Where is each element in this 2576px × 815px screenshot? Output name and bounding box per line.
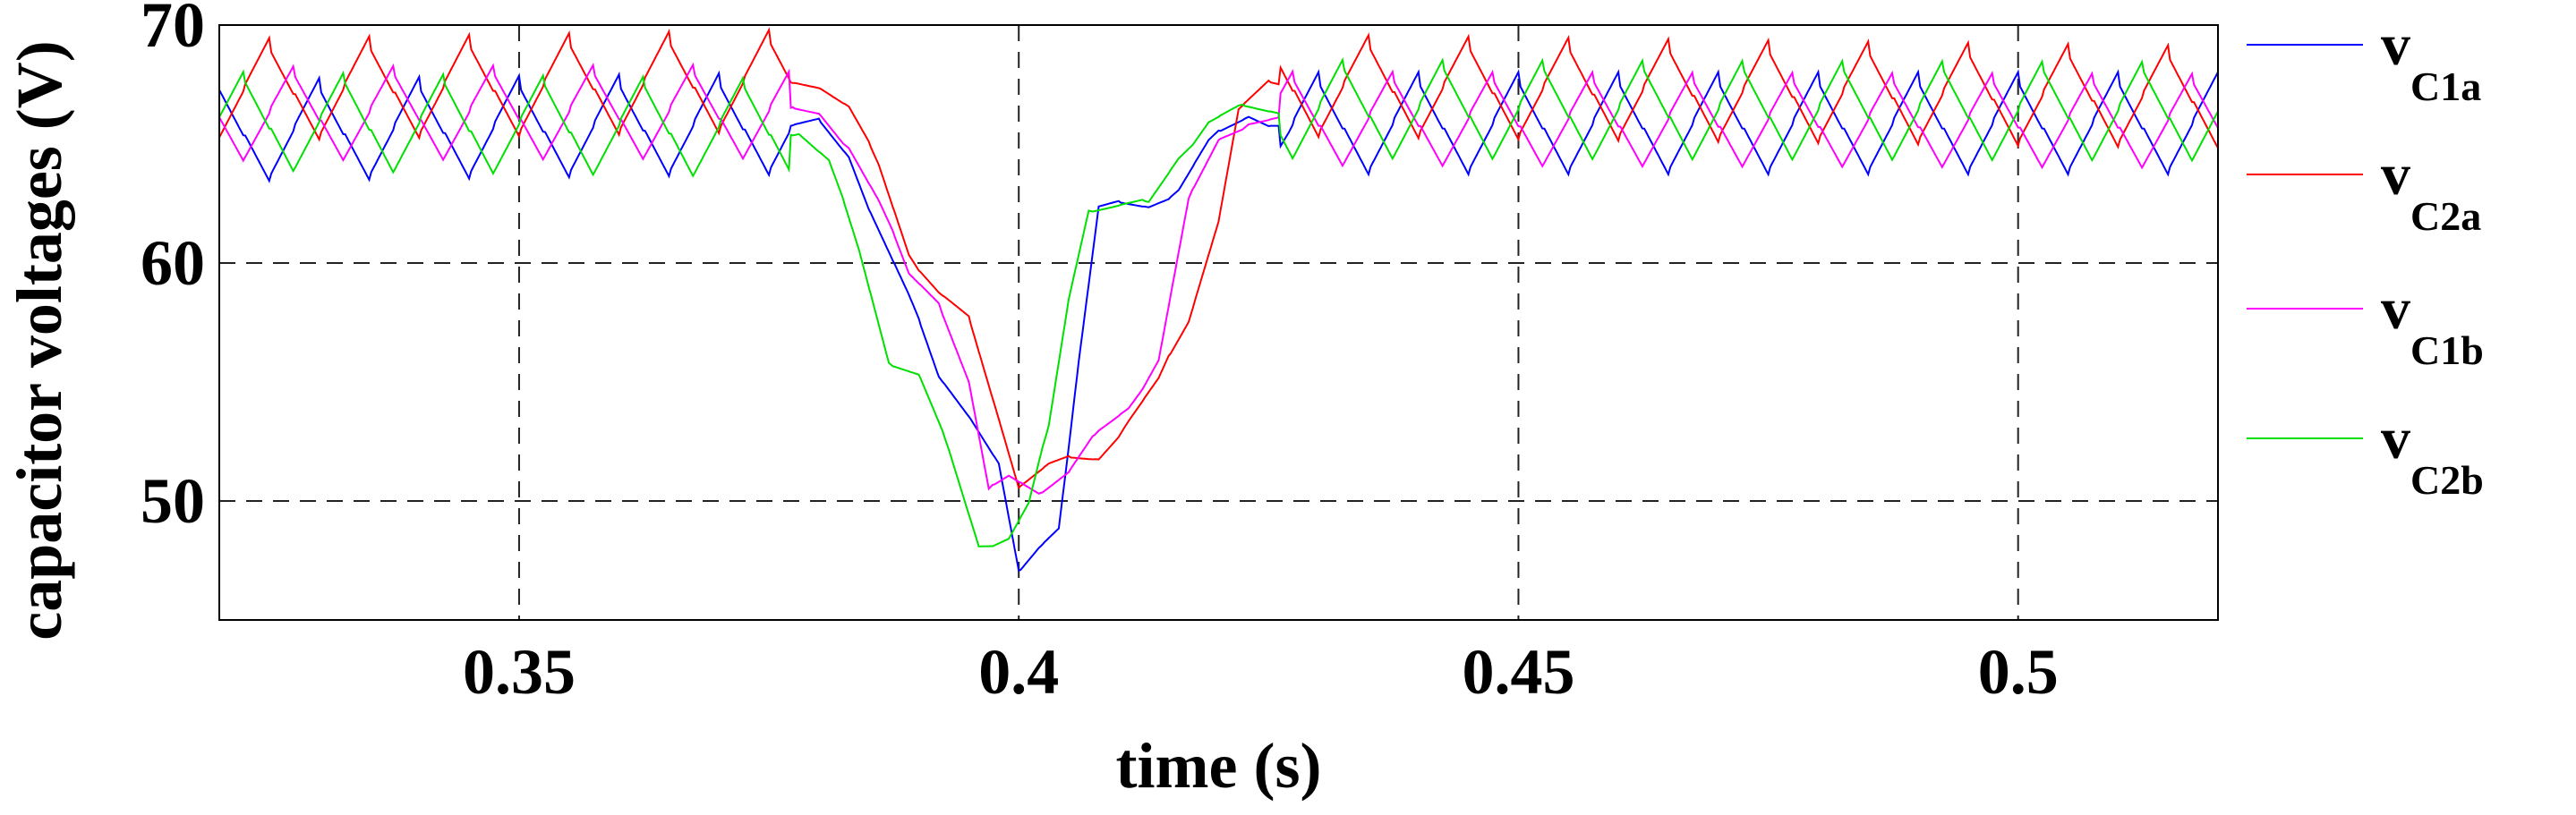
legend-label-vC2a: vC2a <box>2381 142 2481 239</box>
x-tick-label: 0.35 <box>463 636 576 708</box>
grid-lines <box>219 24 2218 620</box>
legend-label-vC1b: vC1b <box>2381 276 2484 373</box>
series-line-vC1b <box>218 62 2219 495</box>
plot-frame <box>218 24 2219 621</box>
y-tick-label: 70 <box>141 0 205 61</box>
series-line-vC1a <box>218 69 2219 573</box>
x-tick-label: 0.45 <box>1462 636 1574 708</box>
x-axis-label: time (s) <box>1116 730 1322 802</box>
legend-label-vC2b: vC2b <box>2381 406 2484 503</box>
y-axis-label: capacitor voltages (V) <box>4 40 75 641</box>
legend: vC1a vC2a vC1b vC2b <box>2247 13 2484 503</box>
tick-labels: 0.35 0.4 0.45 0.5 50 60 70 <box>141 0 2059 708</box>
y-tick-label: 50 <box>141 465 205 537</box>
series-lines <box>218 27 2219 573</box>
series-line-vC2a <box>218 27 2219 490</box>
x-tick-label: 0.4 <box>978 636 1059 708</box>
x-tick-label: 0.5 <box>1978 636 2059 708</box>
legend-label-vC1a: vC1a <box>2381 13 2481 109</box>
y-tick-label: 60 <box>141 227 205 299</box>
series-line-vC2b <box>218 56 2219 548</box>
